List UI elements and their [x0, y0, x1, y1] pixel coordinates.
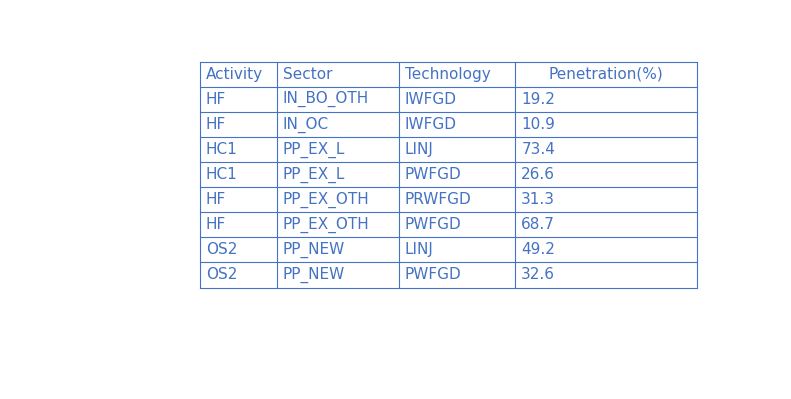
Text: PP_EX_OTH: PP_EX_OTH — [283, 192, 369, 208]
Text: IN_BO_OTH: IN_BO_OTH — [283, 91, 369, 107]
Text: 26.6: 26.6 — [521, 167, 555, 182]
Text: HC1: HC1 — [206, 167, 238, 182]
Text: 19.2: 19.2 — [521, 92, 555, 107]
Text: PWFGD: PWFGD — [405, 217, 461, 232]
Text: Activity: Activity — [206, 67, 263, 82]
Text: 73.4: 73.4 — [521, 142, 555, 157]
Text: 31.3: 31.3 — [521, 192, 555, 207]
Text: 68.7: 68.7 — [521, 217, 555, 232]
Text: LINJ: LINJ — [405, 242, 433, 257]
Text: PP_EX_L: PP_EX_L — [283, 141, 346, 158]
Text: PP_EX_L: PP_EX_L — [283, 166, 346, 183]
Text: PWFGD: PWFGD — [405, 267, 461, 282]
Text: PWFGD: PWFGD — [405, 167, 461, 182]
Text: OS2: OS2 — [206, 242, 237, 257]
Text: PRWFGD: PRWFGD — [405, 192, 471, 207]
Text: Penetration(%): Penetration(%) — [549, 67, 664, 82]
Text: HF: HF — [206, 217, 226, 232]
Text: PP_NEW: PP_NEW — [283, 267, 345, 283]
Text: HC1: HC1 — [206, 142, 238, 157]
Text: IWFGD: IWFGD — [405, 92, 456, 107]
Text: LINJ: LINJ — [405, 142, 433, 157]
Text: 32.6: 32.6 — [521, 267, 555, 282]
Text: PP_EX_OTH: PP_EX_OTH — [283, 217, 369, 233]
Text: IWFGD: IWFGD — [405, 117, 456, 132]
Text: Sector: Sector — [283, 67, 332, 82]
Text: IN_OC: IN_OC — [283, 117, 329, 132]
Text: Technology: Technology — [405, 67, 490, 82]
Text: HF: HF — [206, 92, 226, 107]
Text: 10.9: 10.9 — [521, 117, 555, 132]
Text: HF: HF — [206, 192, 226, 207]
Text: 49.2: 49.2 — [521, 242, 555, 257]
Text: HF: HF — [206, 117, 226, 132]
Text: OS2: OS2 — [206, 267, 237, 282]
Text: PP_NEW: PP_NEW — [283, 242, 345, 258]
